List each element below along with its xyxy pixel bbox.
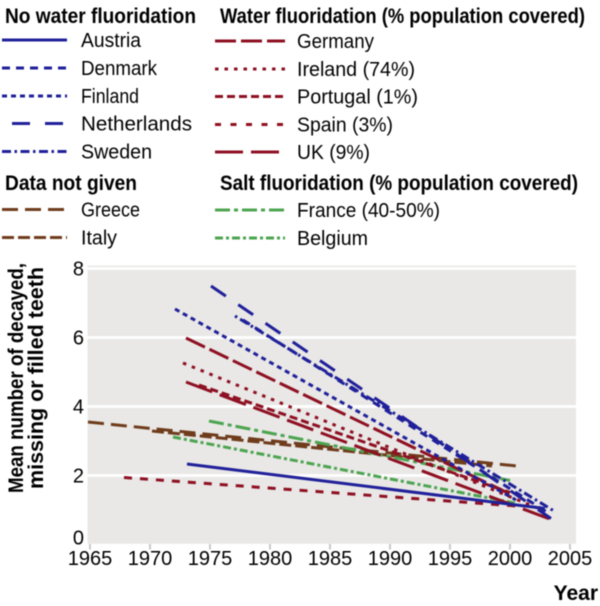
svg-text:2000: 2000 — [488, 548, 533, 570]
svg-text:France (40-50%): France (40-50%) — [297, 200, 440, 222]
svg-text:1970: 1970 — [128, 548, 173, 570]
svg-text:1995: 1995 — [428, 548, 473, 570]
svg-text:Salt fluoridation (% populatio: Salt fluoridation (% population covered) — [220, 172, 578, 195]
svg-text:Sweden: Sweden — [81, 142, 152, 164]
svg-text:1985: 1985 — [308, 548, 353, 570]
svg-text:2005: 2005 — [548, 548, 593, 570]
svg-text:1990: 1990 — [368, 548, 413, 570]
svg-text:6: 6 — [73, 328, 84, 350]
svg-text:1980: 1980 — [248, 548, 293, 570]
svg-text:Austria: Austria — [81, 30, 142, 52]
svg-text:8: 8 — [73, 259, 84, 281]
svg-text:1965: 1965 — [68, 548, 113, 570]
svg-text:Belgium: Belgium — [297, 228, 368, 250]
svg-text:Water fluoridation (% populati: Water fluoridation (% population covered… — [220, 5, 585, 28]
svg-text:Mean number of decayed,: Mean number of decayed, — [5, 263, 28, 493]
svg-text:Germany: Germany — [297, 31, 374, 53]
svg-text:Finland: Finland — [81, 86, 139, 108]
svg-text:UK (9%): UK (9%) — [297, 142, 370, 164]
svg-text:Ireland (74%): Ireland (74%) — [297, 59, 415, 81]
svg-text:missing or filled teeth: missing or filled teeth — [25, 267, 48, 489]
svg-text:Data not given: Data not given — [5, 172, 137, 195]
svg-text:Year: Year — [554, 582, 598, 605]
svg-text:Netherlands: Netherlands — [81, 114, 192, 136]
svg-text:1975: 1975 — [188, 548, 233, 570]
svg-text:4: 4 — [73, 397, 84, 419]
svg-text:Denmark: Denmark — [81, 58, 158, 80]
svg-text:0: 0 — [73, 528, 84, 550]
svg-text:Italy: Italy — [81, 228, 117, 250]
svg-text:2: 2 — [73, 466, 84, 488]
svg-text:No water fluoridation: No water fluoridation — [5, 5, 196, 28]
svg-text:Spain (3%): Spain (3%) — [297, 115, 393, 137]
svg-text:Portugal (1%): Portugal (1%) — [297, 87, 418, 109]
svg-text:Greece: Greece — [81, 200, 140, 222]
